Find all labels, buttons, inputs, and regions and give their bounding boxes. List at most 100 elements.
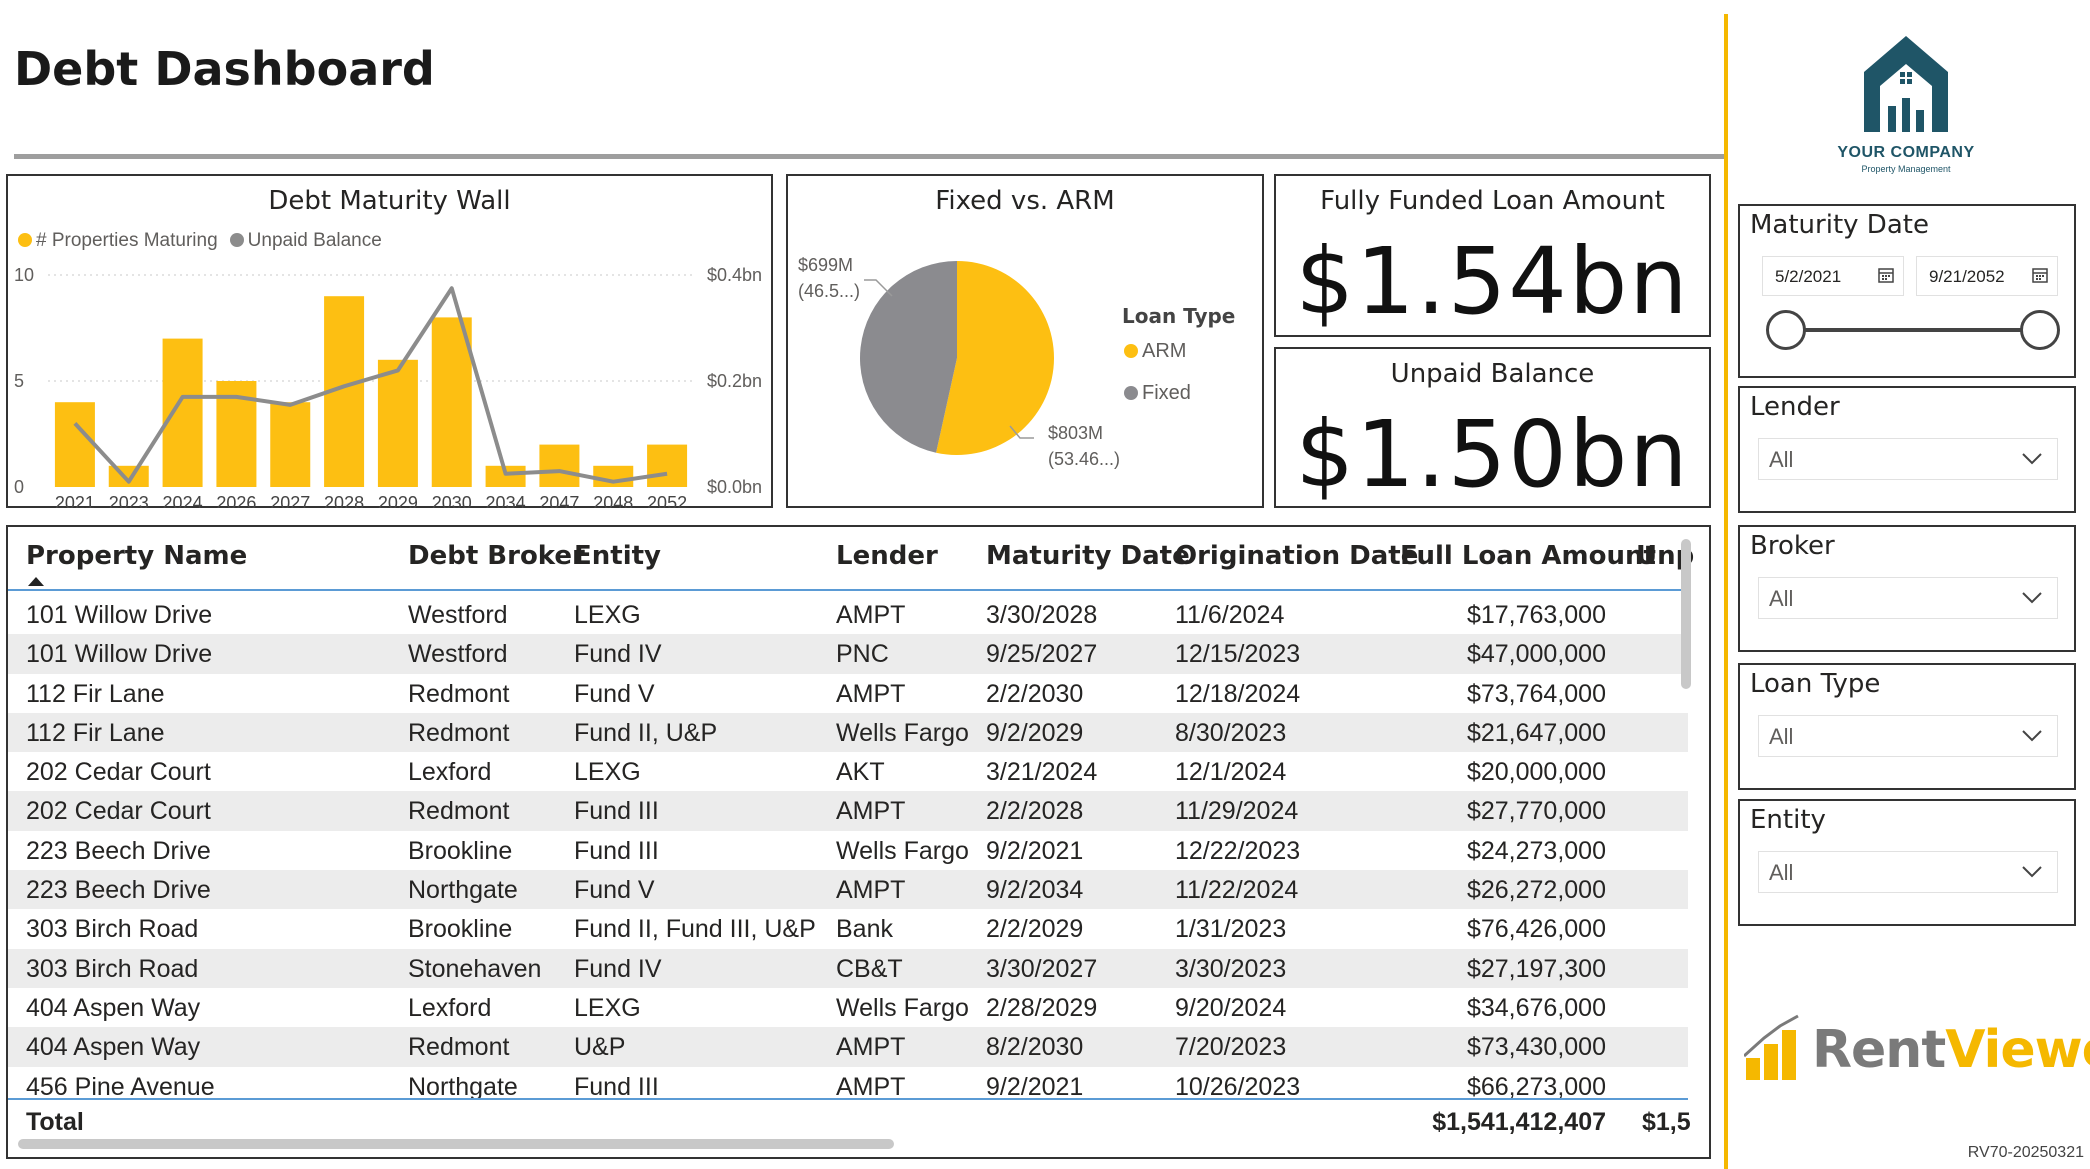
title-divider xyxy=(14,154,1726,159)
table-row[interactable]: 101 Willow Drive Westford Fund IV PNC 9/25/2… xyxy=(8,634,1688,674)
cell-entity: Fund III xyxy=(574,836,659,865)
pie-legend-arm-dot xyxy=(1124,344,1138,358)
pie-legend-fixed[interactable]: Fixed xyxy=(1124,382,1191,405)
cell-lender: AMPT xyxy=(836,1033,906,1062)
cell-lender: AMPT xyxy=(836,1072,906,1101)
horizontal-scrollbar[interactable] xyxy=(18,1139,894,1149)
cell-maturity-date: 3/21/2024 xyxy=(986,758,1098,787)
company-tagline: Property Management xyxy=(1861,164,1951,174)
table-header: Property Name Debt Broker Entity Lender … xyxy=(8,527,1694,591)
table-row[interactable]: 223 Beech Drive Brookline Fund III Wells Fa… xyxy=(8,831,1688,870)
column-header-debt-broker[interactable]: Debt Broker xyxy=(408,541,585,571)
chevron-down-icon xyxy=(2022,866,2042,878)
date-end-input[interactable]: 9/21/2052 xyxy=(1916,256,2058,296)
cell-full-loan-amount: $27,197,300 xyxy=(1466,954,1606,983)
table-row[interactable]: 404 Aspen Way Redmont U&P AMPT 8/2/2030 7/20/… xyxy=(8,1027,1688,1067)
cell-full-loan-amount: $17,763,000 xyxy=(1466,601,1606,629)
cell-debt-broker: Redmont xyxy=(408,1033,510,1062)
lender-dropdown[interactable]: All xyxy=(1758,438,2058,480)
table-row[interactable]: 404 Aspen Way Lexford LEXG Wells Fargo 2/28/… xyxy=(8,988,1688,1027)
x-tick-label: 2029 xyxy=(378,493,418,508)
rentviewer-logo: RentViewer xyxy=(1812,1020,2090,1080)
kpi-value-unpaid-balance: $1.50bn xyxy=(1295,401,1690,508)
calendar-icon[interactable] xyxy=(1877,266,1895,284)
cell-maturity-date: 2/2/2030 xyxy=(986,679,1084,708)
debt-maturity-wall-chart[interactable]: Debt Maturity Wall # Properties Maturing… xyxy=(6,174,773,508)
column-header-entity[interactable]: Entity xyxy=(574,541,661,571)
column-header-maturity-date[interactable]: Maturity Date xyxy=(986,541,1190,571)
cell-property-name: 404 Aspen Way xyxy=(26,993,201,1022)
cell-lender: AMPT xyxy=(836,679,906,708)
slicer-maturity-date: Maturity Date 5/2/2021 9/21/2052 xyxy=(1738,204,2076,378)
chevron-down-icon xyxy=(2022,730,2042,742)
table-row[interactable]: 112 Fir Lane Redmont Fund V AMPT 2/2/2030 12/… xyxy=(8,674,1688,713)
kpi-card-unpaid-balance[interactable]: Unpaid Balance $1.50bn xyxy=(1274,347,1711,508)
debt-table[interactable]: Property Name Debt Broker Entity Lender … xyxy=(6,525,1711,1159)
table-row[interactable]: 223 Beech Drive Northgate Fund V AMPT 9/2/20… xyxy=(8,870,1688,910)
cell-debt-broker: Lexford xyxy=(408,758,492,787)
fixed-vs-arm-chart[interactable]: Fixed vs. ARM $699M (46.5...) $803M (53.… xyxy=(786,174,1264,508)
slicer-title-loan-type: Loan Type xyxy=(1750,669,1881,699)
x-tick-label: 2024 xyxy=(163,493,203,508)
cell-property-name: 223 Beech Drive xyxy=(26,836,211,865)
cell-origination-date: 7/20/2023 xyxy=(1175,1033,1287,1062)
legend-item-properties[interactable]: # Properties Maturing xyxy=(18,230,218,252)
table-row[interactable]: 303 Birch Road Stonehaven Fund IV CB&T 3/30/… xyxy=(8,948,1688,988)
kpi-value-fully-funded: $1.54bn xyxy=(1295,228,1690,335)
loan-type-dropdown[interactable]: All xyxy=(1758,715,2058,757)
cell-maturity-date: 2/2/2028 xyxy=(986,797,1084,826)
table-row[interactable]: 101 Willow Drive Westford LEXG AMPT 3/30/202… xyxy=(8,595,1688,634)
cell-full-loan-amount: $73,764,000 xyxy=(1466,679,1606,708)
cell-property-name: 303 Birch Road xyxy=(26,954,199,983)
pie-slice-arm[interactable] xyxy=(936,261,1055,455)
y-tick-left: 5 xyxy=(14,371,24,391)
date-range-end-handle[interactable] xyxy=(2020,310,2060,350)
cell-origination-date: 9/20/2024 xyxy=(1175,993,1287,1022)
rentviewer-logo-viewer: Viewer xyxy=(1945,1020,2090,1080)
pie-slice-fixed[interactable] xyxy=(860,261,957,453)
bar xyxy=(54,402,95,487)
cell-debt-broker: Stonehaven xyxy=(408,954,542,983)
cell-debt-broker: Redmont xyxy=(408,718,510,747)
table-total-row: Total $1,541,412,407 $1,5 xyxy=(8,1098,1691,1138)
cell-maturity-date: 2/28/2029 xyxy=(986,993,1098,1022)
date-start-input[interactable]: 5/2/2021 xyxy=(1762,256,1904,296)
sort-ascending-icon xyxy=(28,577,44,586)
cell-lender: Wells Fargo xyxy=(836,993,969,1022)
table-row[interactable]: 202 Cedar Court Redmont Fund III AMPT 2/2/20… xyxy=(8,791,1688,831)
column-header-lender[interactable]: Lender xyxy=(836,541,938,571)
cell-lender: PNC xyxy=(836,640,889,669)
table-row[interactable]: 456 Pine Avenue Northgate Fund III AMPT 9/2/… xyxy=(8,1067,1688,1106)
legend-dot-properties xyxy=(18,233,32,247)
total-unpaid-balance: $1,5 xyxy=(1642,1108,1691,1136)
date-range-track[interactable] xyxy=(1788,328,2042,332)
column-header-property-name[interactable]: Property Name xyxy=(26,541,248,571)
table-row[interactable]: 112 Fir Lane Redmont Fund II, U&P Wells Far… xyxy=(8,712,1688,753)
cell-debt-broker: Northgate xyxy=(408,876,518,905)
cell-full-loan-amount: $66,273,000 xyxy=(1466,1072,1606,1101)
chevron-down-icon xyxy=(2022,453,2042,465)
entity-dropdown[interactable]: All xyxy=(1758,851,2058,893)
cell-entity: Fund IV xyxy=(574,640,662,669)
cell-debt-broker: Northgate xyxy=(408,1072,518,1101)
vertical-scrollbar[interactable] xyxy=(1681,539,1691,689)
kpi-card-fully-funded[interactable]: Fully Funded Loan Amount $1.54bn xyxy=(1274,174,1711,337)
table-row[interactable]: 202 Cedar Court Lexford LEXG AKT 3/21/2024 12… xyxy=(8,752,1688,791)
rentviewer-logo-rent: Rent xyxy=(1812,1020,1946,1080)
legend-item-unpaid[interactable]: Unpaid Balance xyxy=(229,230,382,252)
date-range-start-handle[interactable] xyxy=(1766,310,1806,350)
cell-full-loan-amount: $24,273,000 xyxy=(1466,836,1606,865)
x-tick-label: 2047 xyxy=(539,493,579,508)
bar xyxy=(162,338,203,487)
column-header-full-loan-amount[interactable]: Full Loan Amount xyxy=(1400,541,1656,571)
calendar-icon[interactable] xyxy=(2031,266,2049,284)
column-header-origination-date[interactable]: Origination Date xyxy=(1175,541,1419,571)
y-tick-right: $0.0bn xyxy=(707,477,762,497)
broker-dropdown[interactable]: All xyxy=(1758,577,2058,619)
cell-full-loan-amount: $20,000,000 xyxy=(1466,758,1606,787)
entity-dropdown-value: All xyxy=(1769,860,1794,885)
cell-full-loan-amount: $73,430,000 xyxy=(1466,1033,1606,1062)
cell-entity: Fund V xyxy=(574,679,655,708)
pie-legend-arm[interactable]: ARM xyxy=(1124,340,1186,363)
table-row[interactable]: 303 Birch Road Brookline Fund II, Fund III… xyxy=(8,909,1688,948)
